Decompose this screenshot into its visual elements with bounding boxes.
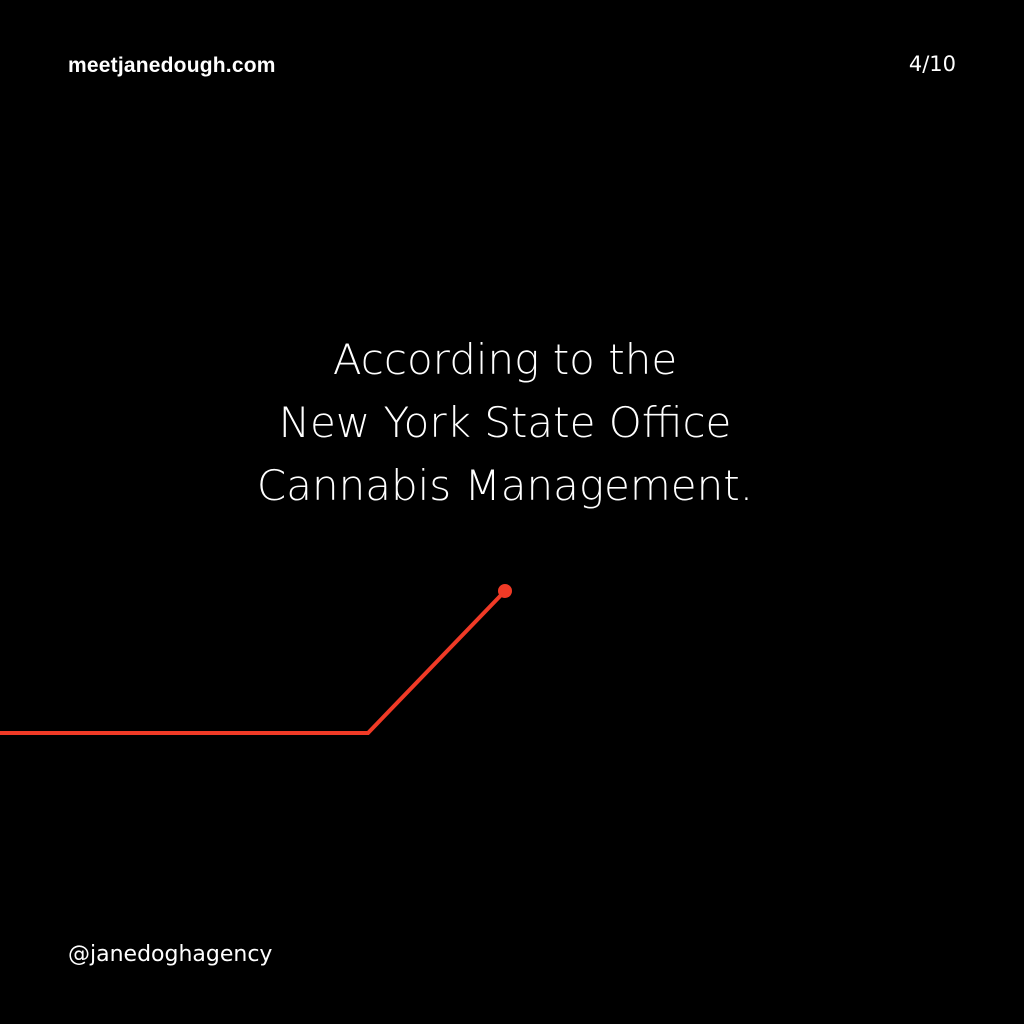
headline-line-2: New York State Office — [278, 398, 732, 447]
social-handle: @janedoghagency — [68, 942, 273, 967]
red-line-dot — [498, 584, 512, 598]
headline: According to the New York State Office C… — [0, 328, 1010, 517]
red-line-path — [0, 589, 507, 735]
page-indicator: 4/10 — [908, 52, 956, 76]
headline-line-1: According to the — [332, 335, 678, 384]
brand-url: meetjanedough.com — [68, 54, 276, 77]
headline-line-3: Cannabis Management. — [256, 461, 754, 510]
